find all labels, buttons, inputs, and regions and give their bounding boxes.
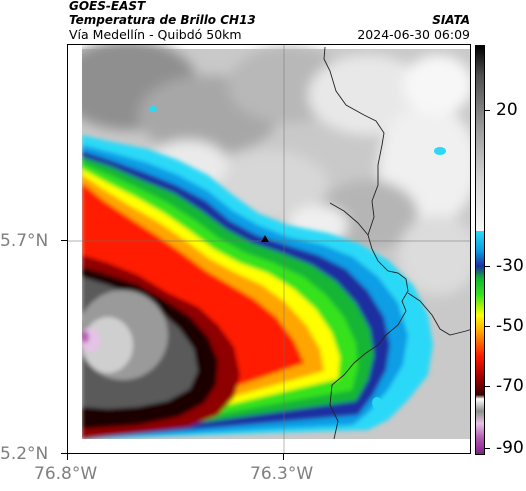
y-tick-label: 5.2°N xyxy=(0,444,49,464)
datetime-label: 2024-06-30 06:09 xyxy=(357,27,470,42)
department-borders xyxy=(323,46,470,440)
map-canvas xyxy=(68,45,470,453)
x-tick-mark xyxy=(283,454,284,460)
colorbar-tick xyxy=(485,110,490,111)
y-tick-label: 5.7°N xyxy=(0,231,49,251)
colorbar-label: -30 xyxy=(496,256,524,276)
gridlines xyxy=(68,45,470,453)
route-subtitle: Vía Medellín - Quibdó 50km xyxy=(69,27,242,42)
y-tick-mark xyxy=(61,240,67,241)
map-panel xyxy=(67,44,471,454)
location-marker-icon xyxy=(261,235,269,242)
satellite-name: GOES-EAST xyxy=(69,0,146,13)
colorbar-tick xyxy=(485,266,490,267)
x-tick-label: 76.8°W xyxy=(34,464,98,484)
x-tick-mark xyxy=(67,454,68,460)
colorbar-label: -50 xyxy=(496,316,524,336)
colorbar-label: 20 xyxy=(496,100,518,120)
isolated-cells xyxy=(149,106,446,409)
y-tick-mark xyxy=(61,453,67,454)
temperature-colorbar xyxy=(475,45,485,455)
colorbar-tick xyxy=(485,386,490,387)
colorbar-label: -70 xyxy=(496,376,524,396)
colorbar-tick xyxy=(485,326,490,327)
storm-field xyxy=(78,135,433,439)
source-label: SIATA xyxy=(432,13,470,27)
product-title: Temperatura de Brillo CH13 xyxy=(69,13,256,27)
colorbar-tick xyxy=(485,448,490,449)
colorbar-label: -90 xyxy=(496,438,524,458)
x-tick-label: 76.3°W xyxy=(250,464,314,484)
